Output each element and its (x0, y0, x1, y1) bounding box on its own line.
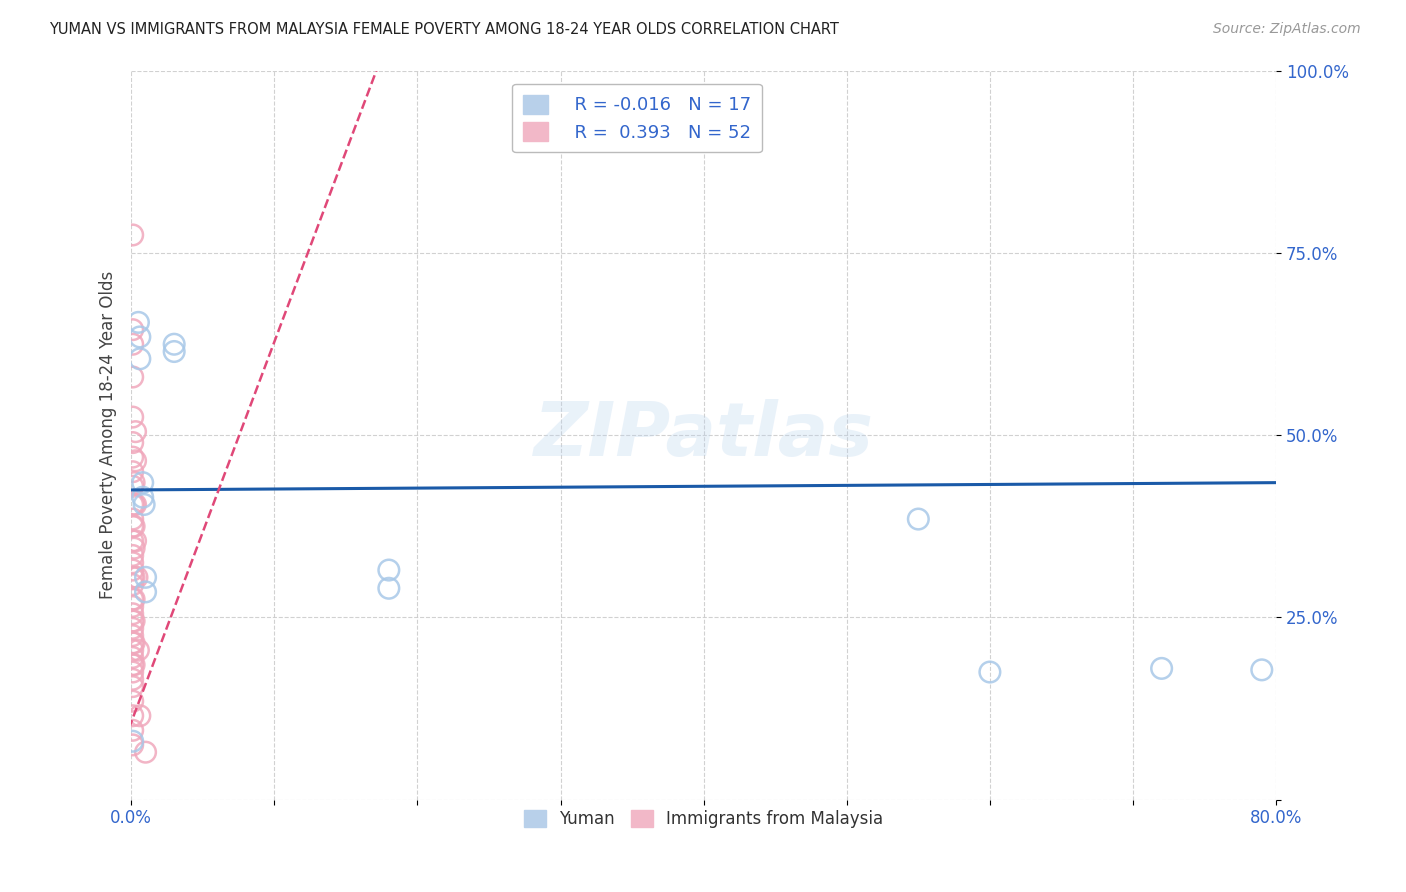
Point (121, 607, 143, 621)
Point (127, 643, 149, 657)
Point (121, 563, 143, 577)
Point (134, 498, 156, 512)
Point (135, 745, 157, 759)
Point (122, 498, 145, 512)
Point (121, 734, 143, 748)
Point (122, 570, 145, 584)
Point (121, 673, 143, 687)
Point (121, 636, 143, 650)
Text: YUMAN VS IMMIGRANTS FROM MALAYSIA FEMALE POVERTY AMONG 18-24 YEAR OLDS CORRELATI: YUMAN VS IMMIGRANTS FROM MALAYSIA FEMALE… (49, 22, 839, 37)
Point (121, 650, 143, 665)
Point (124, 533, 146, 548)
Point (128, 330, 150, 344)
Point (378, 581, 401, 595)
Point (121, 621, 143, 635)
Point (121, 680, 143, 694)
Point (121, 556, 143, 570)
Point (122, 614, 145, 628)
Point (124, 454, 146, 468)
Point (121, 657, 143, 672)
Point (121, 549, 143, 563)
Point (378, 563, 401, 577)
Point (121, 665, 143, 679)
Point (122, 657, 145, 672)
Point (121, 512, 143, 526)
Point (122, 592, 145, 607)
Point (127, 315, 149, 329)
Point (121, 723, 143, 738)
Point (163, 344, 186, 359)
Point (121, 533, 143, 548)
Point (121, 599, 143, 614)
Point (135, 570, 157, 584)
Point (121, 370, 143, 384)
Point (128, 708, 150, 723)
Point (121, 465, 143, 479)
Point (163, 337, 186, 351)
Point (128, 351, 150, 366)
Point (121, 323, 143, 337)
Legend: Yuman, Immigrants from Malaysia: Yuman, Immigrants from Malaysia (517, 804, 890, 835)
Point (131, 490, 153, 504)
Y-axis label: Female Poverty Among 18-24 Year Olds: Female Poverty Among 18-24 Year Olds (100, 271, 117, 599)
Point (121, 498, 143, 512)
Point (125, 570, 148, 584)
Point (907, 512, 929, 526)
Point (121, 577, 143, 591)
Point (131, 475, 153, 490)
Text: ZIPatlas: ZIPatlas (534, 399, 873, 472)
Point (121, 410, 143, 425)
Point (122, 519, 145, 533)
Point (124, 425, 146, 439)
Point (121, 570, 143, 584)
Point (121, 450, 143, 464)
Point (121, 435, 143, 450)
Point (121, 629, 143, 643)
Point (124, 498, 146, 512)
Point (1150, 661, 1173, 675)
Text: Source: ZipAtlas.com: Source: ZipAtlas.com (1213, 22, 1361, 37)
Point (121, 643, 143, 657)
Point (979, 665, 1001, 679)
Point (1250, 663, 1272, 677)
Point (121, 592, 143, 607)
Point (121, 614, 143, 628)
Point (122, 541, 145, 556)
Point (135, 585, 157, 599)
Point (121, 479, 143, 493)
Point (121, 227, 143, 242)
Point (122, 636, 145, 650)
Point (122, 475, 145, 490)
Point (121, 519, 143, 533)
Point (121, 738, 143, 752)
Point (121, 694, 143, 708)
Point (121, 337, 143, 351)
Point (121, 708, 143, 723)
